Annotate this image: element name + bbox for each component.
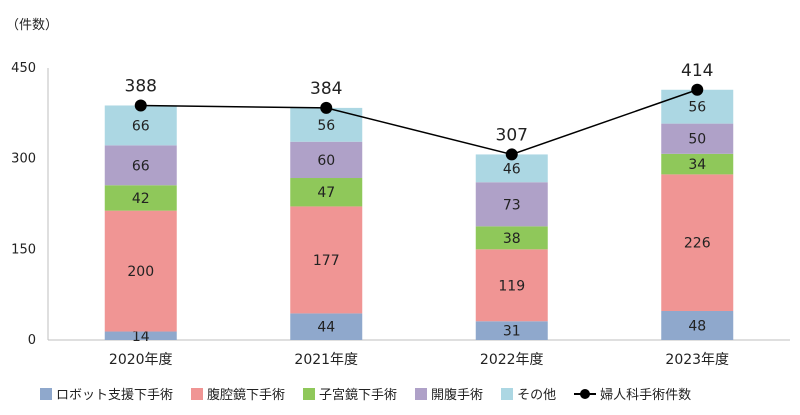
bar-segment: [104, 210, 177, 332]
legend-item: 開腹手術: [415, 384, 483, 403]
data-label: 50: [688, 132, 706, 148]
data-label: 46: [503, 161, 521, 177]
y-tick-label: 450: [11, 61, 36, 76]
data-label: 200: [127, 264, 154, 280]
legend-item: 子宮鏡下手術: [303, 384, 397, 403]
bar-segment: [104, 145, 177, 186]
y-tick-label: 300: [11, 152, 36, 167]
bar-segment: [661, 153, 734, 175]
legend-swatch: [40, 387, 52, 400]
legend-swatch: [501, 387, 514, 400]
chart-legend: ロボット支援下手術 腹腔鏡下手術 子宮鏡下手術 開腹手術 その他 婦人科手術件数: [40, 384, 691, 403]
bar-segment: [290, 178, 363, 207]
bar-segment: [475, 226, 548, 250]
data-label: 177: [313, 253, 340, 269]
data-label: 47: [317, 185, 335, 201]
data-label: 44: [317, 320, 335, 336]
legend-swatch: [191, 387, 204, 400]
data-label: 226: [684, 236, 711, 252]
y-axis-unit-label: （件数）: [6, 18, 59, 33]
data-label: 119: [498, 278, 525, 294]
legend-label: 腹腔鏡下手術: [207, 388, 286, 403]
total-point: [320, 101, 333, 114]
bar-segment: [475, 249, 548, 322]
total-label: 307: [496, 125, 528, 145]
y-tick-label: 0: [28, 333, 36, 348]
legend-item: ロボット支援下手術: [40, 384, 173, 403]
data-label: 66: [132, 118, 150, 134]
legend-swatch: [415, 387, 428, 400]
legend-label: 婦人科手術件数: [600, 388, 692, 403]
data-label: 56: [688, 100, 706, 116]
legend-item: その他: [501, 384, 556, 403]
legend-swatch: [303, 387, 316, 400]
data-label: 42: [132, 191, 150, 207]
legend-item: 腹腔鏡下手術: [191, 384, 285, 403]
bar-segment: [290, 313, 363, 340]
data-label: 48: [688, 318, 706, 334]
data-label: 56: [317, 118, 335, 134]
data-label: 14: [132, 329, 150, 345]
legend-label: その他: [517, 388, 557, 403]
x-tick-label: 2023年度: [665, 352, 729, 368]
bar-segment: [475, 182, 548, 227]
bar-segment: [104, 105, 177, 146]
bar-segment: [290, 141, 363, 179]
x-tick-label: 2020年度: [109, 352, 173, 368]
data-label: 31: [503, 324, 521, 340]
bar-segment: [290, 206, 363, 314]
bar-segment: [104, 185, 177, 211]
total-point: [691, 83, 704, 96]
stacked-bar-chart: 0 150 300 450 14 200 42 66 66 2020年度 44 177 47 60 56 20…: [11, 61, 790, 368]
legend-line-marker: [574, 388, 597, 400]
legend-label: 開腹手術: [431, 388, 484, 403]
bar-segment: [661, 310, 734, 340]
bar-segment: [661, 174, 734, 311]
total-line: [140, 89, 698, 156]
total-point: [505, 148, 518, 161]
legend-label: ロボット支援下手術: [56, 388, 174, 403]
data-label: 60: [317, 153, 335, 169]
data-label: 38: [503, 231, 521, 247]
bar-segment: [104, 331, 177, 340]
total-label: 388: [125, 76, 157, 96]
bar-segment: [661, 123, 734, 154]
total-label: 414: [681, 61, 713, 81]
total-label: 384: [310, 79, 342, 99]
data-label: 34: [688, 157, 706, 173]
data-label: 73: [503, 197, 521, 213]
legend-label: 子宮鏡下手術: [319, 388, 398, 403]
legend-item: 婦人科手術件数: [574, 384, 691, 403]
total-point: [134, 99, 147, 112]
x-tick-label: 2021年度: [294, 352, 358, 368]
bar-segment: [475, 321, 548, 340]
data-label: 66: [132, 158, 150, 174]
y-tick-label: 150: [11, 242, 36, 257]
x-tick-label: 2022年度: [480, 352, 544, 368]
